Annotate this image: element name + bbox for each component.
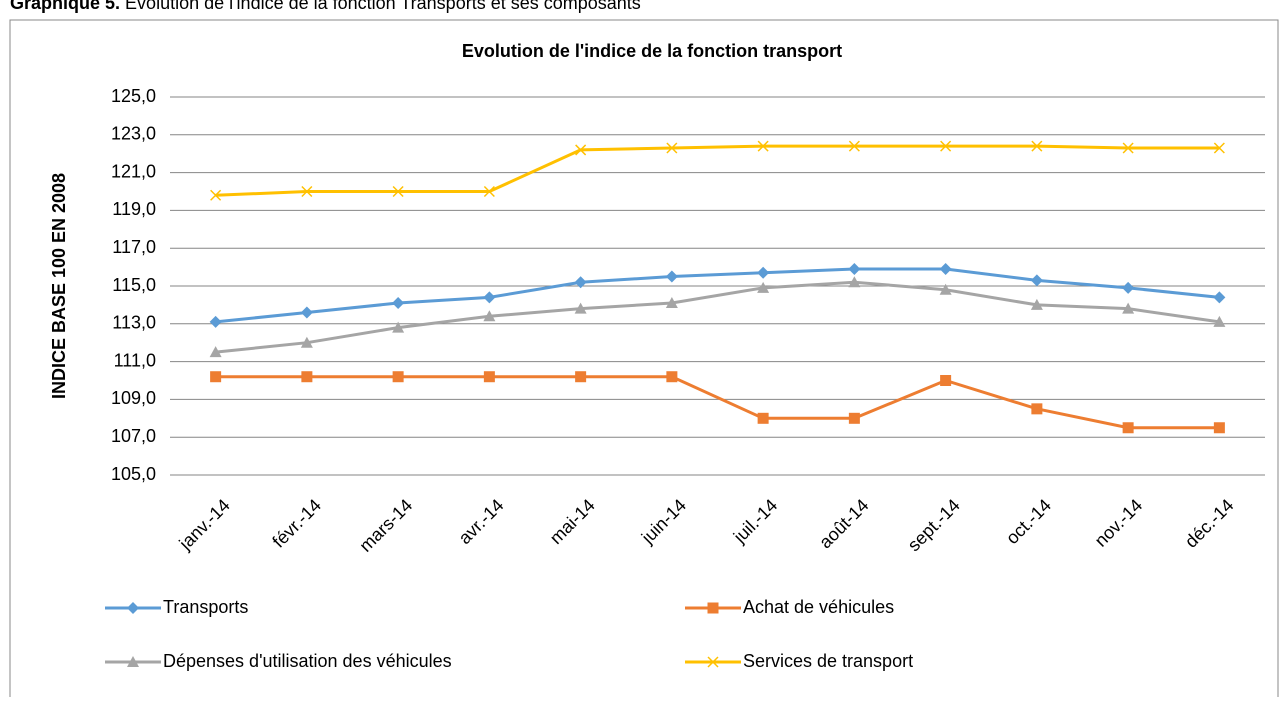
data-point: [1213, 142, 1225, 154]
x-tick-label: mai-14: [546, 495, 599, 548]
data-point: [209, 315, 222, 328]
data-point: [300, 306, 313, 319]
data-point: [848, 412, 860, 424]
y-tick-label: 111,0: [114, 350, 156, 370]
x-tick-label: août-14: [815, 495, 872, 552]
x-tick-label: sept.-14: [904, 495, 964, 555]
x-tick-label: févr.-14: [268, 495, 325, 552]
legend-marker: [707, 602, 719, 614]
y-tick-label: 119,0: [112, 199, 156, 219]
caption: Graphique 5. Evolution de l'indice de la…: [10, 0, 641, 13]
data-point: [757, 140, 769, 152]
data-point: [1122, 281, 1135, 294]
data-point: [483, 185, 495, 198]
data-point: [666, 142, 678, 154]
data-point: [575, 371, 587, 383]
x-tick-label: juil.-14: [729, 495, 781, 547]
data-point: [848, 140, 860, 152]
x-tick-label: déc.-14: [1181, 495, 1238, 552]
data-point: [940, 140, 952, 152]
data-point: [574, 302, 587, 314]
legend-marker: [127, 656, 139, 667]
y-tick-label: 123,0: [111, 124, 156, 144]
caption-text: Evolution de l'indice de la fonction Tra…: [125, 0, 641, 13]
data-point: [392, 297, 405, 310]
data-point: [1030, 298, 1043, 310]
legend-label: Transports: [163, 597, 248, 617]
legend-label: Services de transport: [743, 651, 913, 671]
data-point: [757, 266, 770, 279]
x-tick-label: avr.-14: [455, 495, 508, 548]
x-tick-label: oct.-14: [1002, 495, 1055, 548]
data-point: [300, 336, 313, 348]
data-point: [1122, 302, 1135, 314]
data-point: [940, 375, 952, 386]
x-tick-label: juin-14: [637, 495, 690, 548]
legend-label: Achat de véhicules: [743, 597, 894, 617]
data-point: [848, 262, 861, 275]
y-tick-label: 117,0: [112, 237, 156, 257]
data-point: [666, 371, 678, 383]
data-point: [483, 310, 496, 322]
data-point: [210, 371, 222, 383]
data-point: [665, 270, 678, 283]
data-point: [848, 276, 861, 288]
legend-marker: [127, 602, 139, 614]
y-tick-label: 109,0: [111, 388, 156, 408]
caption-number: Graphique 5.: [10, 0, 120, 13]
data-point: [757, 281, 770, 293]
data-point: [210, 189, 222, 201]
series-line: [215, 280, 1220, 354]
data-point: [483, 371, 495, 383]
data-point: [1031, 140, 1043, 152]
data-point: [301, 371, 313, 383]
y-axis-label: INDICE BASE 100 EN 2008: [49, 173, 69, 399]
data-point: [939, 283, 952, 295]
x-tick-label: janv.-14: [175, 495, 234, 554]
y-tick-label: 113,0: [112, 313, 156, 333]
data-point: [1122, 142, 1134, 154]
series-line: [215, 267, 1220, 324]
data-point: [939, 262, 952, 275]
data-point: [757, 412, 769, 424]
data-point: [1122, 422, 1134, 434]
y-tick-label: 115,0: [112, 275, 156, 295]
data-point: [1213, 291, 1226, 304]
data-point: [392, 371, 404, 383]
y-tick-label: 105,0: [111, 464, 156, 484]
data-point: [1213, 422, 1225, 434]
y-tick-label: 121,0: [111, 161, 156, 181]
data-point: [1030, 274, 1043, 287]
legend-marker: [707, 656, 719, 668]
y-tick-label: 125,0: [111, 86, 156, 106]
legend-label: Dépenses d'utilisation des véhicules: [163, 651, 452, 671]
data-point: [301, 185, 313, 198]
x-tick-label: nov.-14: [1091, 495, 1147, 551]
series-line: [215, 375, 1220, 430]
data-point: [392, 321, 405, 333]
data-point: [483, 291, 496, 304]
data-point: [1031, 403, 1043, 415]
data-point: [665, 297, 678, 309]
data-point: [574, 276, 587, 289]
data-point: [575, 144, 587, 156]
data-point: [1213, 315, 1226, 327]
chart-title: Evolution de l'indice de la fonction tra…: [462, 41, 842, 61]
y-tick-label: 107,0: [111, 426, 156, 446]
chart-border: [9, 19, 1279, 702]
data-point: [209, 346, 222, 358]
x-tick-label: mars-14: [355, 495, 416, 556]
data-point: [392, 185, 404, 198]
series-line: [215, 144, 1220, 197]
